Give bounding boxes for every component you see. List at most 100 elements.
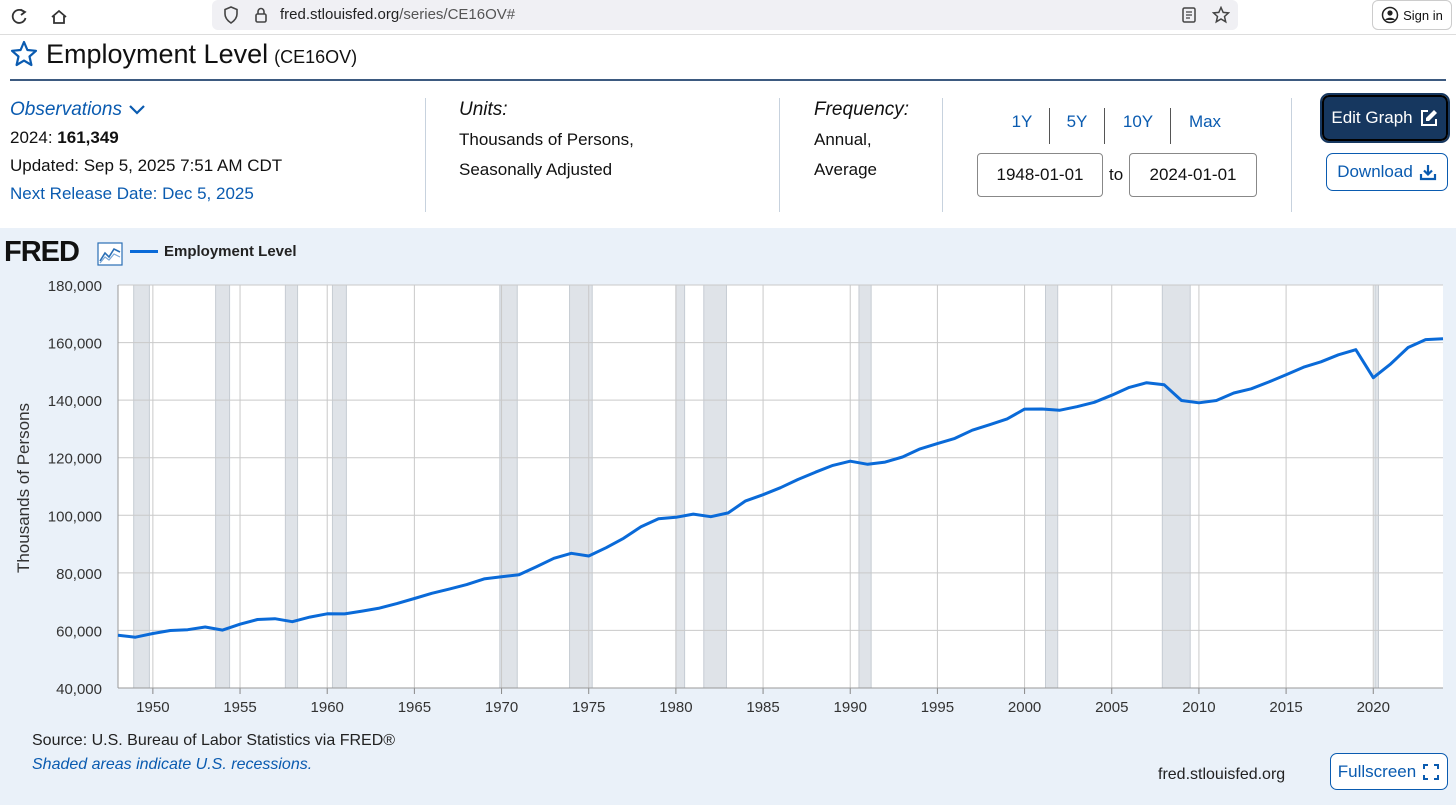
data-point[interactable] [115, 632, 121, 638]
data-point[interactable] [481, 576, 487, 582]
data-point[interactable] [778, 485, 784, 491]
data-point[interactable] [568, 550, 574, 556]
next-release-link[interactable]: Next Release Date: Dec 5, 2025 [10, 184, 254, 203]
data-point[interactable] [1213, 398, 1219, 404]
data-point[interactable] [533, 564, 539, 570]
data-point[interactable] [1266, 379, 1272, 385]
data-point[interactable] [377, 605, 383, 611]
data-point[interactable] [795, 476, 801, 482]
data-point[interactable] [359, 608, 365, 614]
data-point[interactable] [237, 621, 243, 627]
range-5y-button[interactable]: 5Y [1066, 112, 1088, 131]
data-point[interactable] [638, 524, 644, 530]
data-point[interactable] [1370, 375, 1376, 381]
data-point[interactable] [342, 611, 348, 617]
data-point[interactable] [429, 590, 435, 596]
data-point[interactable] [446, 586, 452, 592]
data-point[interactable] [167, 628, 173, 634]
address-bar[interactable]: fred.stlouisfed.org/series/CE16OV# [212, 0, 1238, 30]
data-point[interactable] [987, 422, 993, 428]
data-point[interactable] [743, 498, 749, 504]
data-point[interactable] [586, 553, 592, 559]
data-point[interactable] [464, 582, 470, 588]
data-point[interactable] [725, 510, 731, 516]
home-icon[interactable] [46, 4, 72, 30]
data-point[interactable] [690, 511, 696, 517]
data-point[interactable] [132, 634, 138, 640]
data-point[interactable] [551, 555, 557, 561]
data-point[interactable] [1388, 361, 1394, 367]
data-point[interactable] [272, 616, 278, 622]
data-point[interactable] [621, 535, 627, 541]
data-point[interactable] [1022, 406, 1028, 412]
data-point[interactable] [952, 435, 958, 441]
data-point[interactable] [1318, 359, 1324, 365]
data-point[interactable] [289, 619, 295, 625]
sign-in-button[interactable]: Sign in [1372, 0, 1452, 30]
data-point[interactable] [1248, 386, 1254, 392]
data-point[interactable] [934, 441, 940, 447]
data-point[interactable] [1231, 390, 1237, 396]
data-point[interactable] [394, 601, 400, 607]
data-point[interactable] [847, 458, 853, 464]
data-point[interactable] [1144, 380, 1150, 386]
bookmark-star-icon[interactable] [1208, 2, 1234, 28]
data-point[interactable] [655, 516, 661, 522]
data-point[interactable] [812, 469, 818, 475]
data-point[interactable] [1301, 364, 1307, 370]
series-line-employment-level[interactable] [117, 337, 1444, 639]
data-point[interactable] [830, 462, 836, 468]
data-point[interactable] [1423, 337, 1429, 343]
data-point[interactable] [1283, 372, 1289, 378]
start-date-input[interactable]: 1948-01-01 [977, 153, 1103, 197]
data-point[interactable] [1161, 382, 1167, 388]
observations-toggle[interactable]: Observations [10, 96, 282, 124]
range-1y-button[interactable]: 1Y [1011, 112, 1033, 131]
fullscreen-button[interactable]: Fullscreen [1330, 753, 1448, 790]
range-10y-button[interactable]: 10Y [1122, 112, 1154, 131]
data-point[interactable] [969, 427, 975, 433]
data-point[interactable] [1440, 336, 1446, 342]
data-point[interactable] [516, 572, 522, 578]
data-point[interactable] [202, 624, 208, 630]
data-point[interactable] [307, 614, 313, 620]
data-point[interactable] [1056, 407, 1062, 413]
lock-icon[interactable] [248, 2, 274, 28]
data-point[interactable] [900, 454, 906, 460]
reload-icon[interactable] [6, 4, 32, 30]
end-date-input[interactable]: 2024-01-01 [1129, 153, 1257, 197]
range-max-button[interactable]: Max [1188, 112, 1222, 131]
data-point[interactable] [220, 627, 226, 633]
data-point[interactable] [1353, 347, 1359, 353]
data-point[interactable] [150, 631, 156, 637]
download-button[interactable]: Download [1326, 153, 1448, 191]
shield-icon[interactable] [218, 2, 244, 28]
title-divider [10, 79, 1446, 81]
data-point[interactable] [1335, 352, 1341, 358]
data-point[interactable] [185, 627, 191, 633]
edit-graph-button[interactable]: Edit Graph [1320, 93, 1450, 143]
data-point[interactable] [324, 611, 330, 617]
data-point[interactable] [760, 492, 766, 498]
data-point[interactable] [1109, 392, 1115, 398]
data-point[interactable] [1074, 404, 1080, 410]
data-point[interactable] [1126, 384, 1132, 390]
data-point[interactable] [1196, 400, 1202, 406]
employment-chart[interactable]: Thousands of Persons 40,000 60,000 80,000 1… [0, 260, 1456, 722]
data-point[interactable] [917, 446, 923, 452]
data-point[interactable] [865, 461, 871, 467]
data-point[interactable] [882, 459, 888, 465]
data-point[interactable] [1178, 397, 1184, 403]
data-point[interactable] [603, 545, 609, 551]
favorite-star-icon[interactable] [10, 40, 38, 68]
data-point[interactable] [1039, 406, 1045, 412]
data-point[interactable] [673, 514, 679, 520]
data-point[interactable] [254, 616, 260, 622]
data-point[interactable] [708, 514, 714, 520]
data-point[interactable] [411, 596, 417, 602]
data-point[interactable] [1091, 399, 1097, 405]
data-point[interactable] [1405, 344, 1411, 350]
reader-view-icon[interactable] [1176, 2, 1202, 28]
data-point[interactable] [1004, 416, 1010, 422]
data-point[interactable] [499, 574, 505, 580]
